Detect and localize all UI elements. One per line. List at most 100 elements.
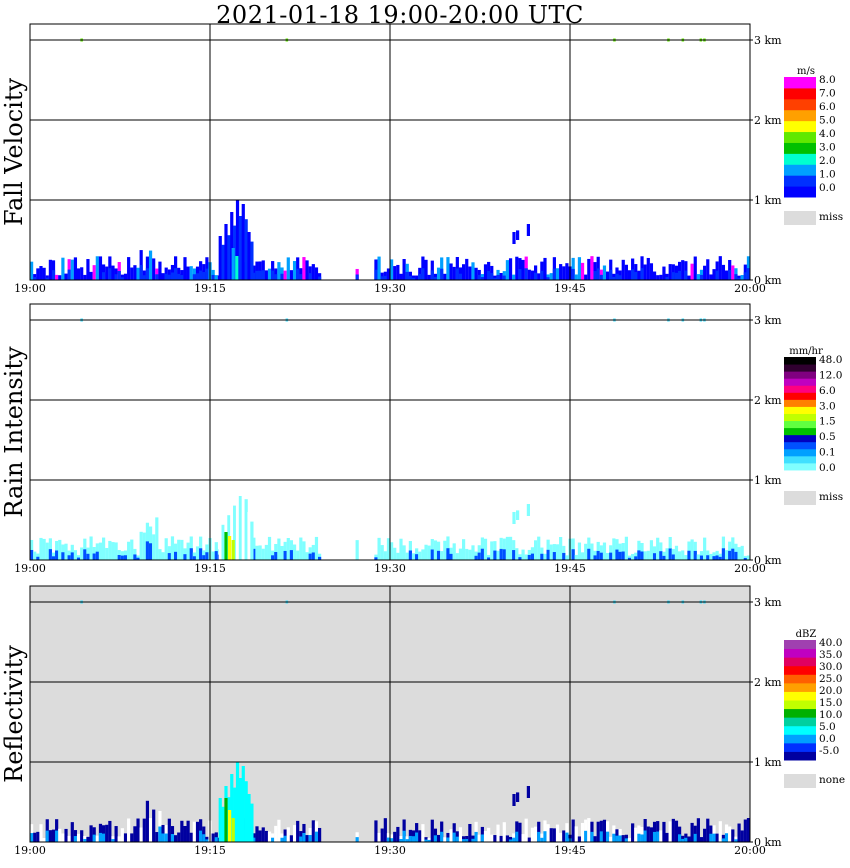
echo-cell <box>665 548 669 560</box>
echo-cell <box>161 273 165 280</box>
y-tick-label: 1 km <box>754 474 782 487</box>
echo-cell <box>499 548 503 560</box>
echo-cell <box>596 821 600 842</box>
colorbar-label: 8.0 <box>819 74 836 86</box>
echo-cell <box>587 258 591 280</box>
echo-cell <box>145 268 150 280</box>
echo-cell <box>718 256 722 280</box>
echo-cell <box>743 557 747 560</box>
echo-cell <box>549 273 553 280</box>
colorbar-swatch <box>784 153 816 165</box>
echo-cell <box>231 248 235 280</box>
echo-cell <box>671 272 675 280</box>
echo-cell <box>612 833 616 842</box>
echo-cell <box>516 792 520 802</box>
echo-cell <box>271 837 275 842</box>
echo-cell <box>70 552 74 560</box>
echo-cell <box>83 274 87 280</box>
echo-cell <box>493 550 497 560</box>
echo-cell <box>606 271 610 280</box>
colorbar-swatch <box>784 691 816 701</box>
colorbar-swatch <box>784 420 816 429</box>
echo-cell <box>95 551 99 560</box>
echo-cell <box>465 258 469 280</box>
echo-cell <box>430 819 434 842</box>
echo-cell <box>139 827 143 842</box>
echo-cell <box>58 828 62 842</box>
echo-cell <box>703 828 707 842</box>
echo-cell <box>108 540 112 560</box>
echo-cell <box>30 549 34 560</box>
echo-cell <box>95 256 99 280</box>
echo-cell <box>80 547 84 560</box>
echo-cell <box>264 270 268 280</box>
echo-cell <box>305 552 309 560</box>
echo-cell <box>133 554 137 560</box>
x-tick-label: 20:00 <box>734 844 766 857</box>
echo-cell <box>308 273 312 280</box>
echo-cell <box>314 831 319 842</box>
colorbar-swatch <box>784 751 816 761</box>
echo-cell <box>709 274 713 280</box>
y-tick-label: 0 km <box>754 554 782 567</box>
echo-cell <box>671 818 675 842</box>
echo-cell <box>286 537 290 560</box>
echo-cell <box>411 553 416 560</box>
echo-cell <box>602 819 607 842</box>
echo-cell <box>465 839 469 842</box>
echo-cell <box>634 827 638 842</box>
echo-cell <box>443 273 447 280</box>
x-tick-label: 19:00 <box>14 282 46 295</box>
echo-cell <box>415 554 419 560</box>
echo-cell <box>374 557 378 560</box>
echo-cell <box>195 821 200 842</box>
colorbar-label: 48.0 <box>819 354 842 366</box>
echo-cell <box>120 551 124 560</box>
echo-cell <box>180 275 184 280</box>
echo-cell <box>76 557 81 560</box>
echo-cell <box>436 550 441 560</box>
echo-cell <box>117 262 121 280</box>
echo-cell <box>631 823 635 842</box>
echo-cell <box>740 545 744 560</box>
echo-cell <box>715 833 719 842</box>
colorbar-label: 5.0 <box>819 721 836 733</box>
echo-cell <box>42 538 46 560</box>
echo-cell <box>155 274 159 280</box>
echo-cell <box>244 781 248 842</box>
echo-cell <box>114 542 118 560</box>
echo-cell <box>76 268 81 280</box>
echo-cell <box>244 499 248 560</box>
echo-cell <box>318 276 322 280</box>
echo-cell <box>515 821 519 842</box>
echo-cell <box>402 830 406 842</box>
echo-cell <box>734 274 738 280</box>
colorbar-unit: mm/hr <box>789 346 823 357</box>
echo-cell <box>142 275 146 280</box>
echo-cell <box>120 555 124 560</box>
echo-cell <box>130 267 134 280</box>
echo-cell <box>261 827 265 842</box>
echo-cell <box>33 832 37 842</box>
echo-cell <box>308 553 312 560</box>
echo-cell <box>524 268 528 280</box>
echo-cell <box>593 836 597 842</box>
echo-cell <box>230 774 234 842</box>
echo-cell <box>228 810 232 842</box>
echo-cell <box>562 266 566 280</box>
echo-cell <box>67 555 71 560</box>
echo-cell <box>252 272 256 280</box>
echo-cell <box>471 545 475 560</box>
echo-cell <box>659 830 663 842</box>
echo-cell <box>252 265 256 280</box>
echo-cell <box>631 269 635 280</box>
echo-cell <box>693 550 697 560</box>
echo-cell <box>465 836 469 842</box>
echo-cell <box>224 532 228 560</box>
echo-cell <box>127 541 131 560</box>
echo-cell <box>302 541 306 560</box>
echo-cell <box>440 551 444 560</box>
echo-cell <box>411 277 416 280</box>
echo-cell <box>446 257 450 280</box>
echo-cell <box>386 837 391 842</box>
